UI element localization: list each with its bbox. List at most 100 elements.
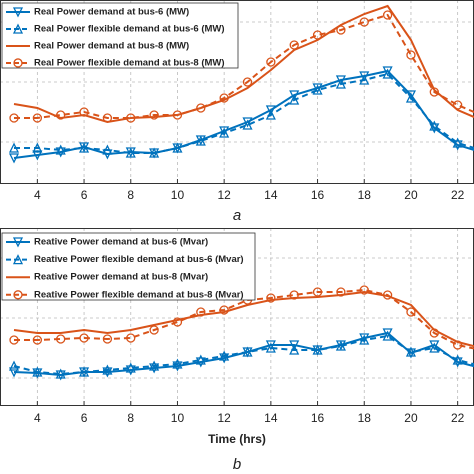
marker	[32, 335, 43, 345]
marker	[266, 293, 276, 303]
marker	[429, 342, 440, 353]
marker	[289, 340, 300, 351]
marker	[55, 147, 66, 158]
marker	[219, 350, 230, 361]
marker	[32, 113, 43, 123]
marker	[125, 362, 136, 373]
series-line	[14, 72, 474, 154]
marker	[359, 333, 370, 344]
marker	[335, 75, 346, 86]
marker	[359, 74, 370, 85]
x-tick-label: 8	[127, 411, 134, 425]
panel-caption: b	[233, 456, 241, 473]
marker	[359, 334, 370, 345]
x-tick-label: 12	[217, 188, 231, 202]
marker	[429, 328, 439, 338]
panel-caption: a	[233, 207, 241, 224]
marker	[265, 105, 276, 116]
marker	[336, 25, 346, 35]
marker	[55, 144, 66, 155]
x-tick-label: 14	[264, 188, 278, 202]
marker	[382, 68, 393, 79]
x-axis-label: Time (hrs)	[208, 432, 266, 446]
legend-label: Reative Power flexible demand at bus-6 (…	[34, 254, 244, 265]
marker	[8, 360, 20, 371]
marker	[8, 153, 20, 164]
marker	[312, 84, 323, 95]
legend-box	[1, 2, 239, 69]
x-tick-label: 20	[404, 411, 418, 425]
x-tick-label: 4	[34, 188, 41, 202]
marker	[102, 113, 113, 123]
marker	[359, 17, 369, 27]
legend-box	[1, 232, 256, 301]
marker	[359, 71, 370, 82]
marker	[172, 317, 183, 327]
marker	[79, 333, 89, 343]
marker	[149, 325, 159, 335]
marker	[149, 147, 160, 158]
marker	[149, 363, 160, 374]
x-tick-label: 18	[358, 411, 372, 425]
marker	[312, 83, 323, 94]
marker	[336, 287, 346, 297]
series-line	[13, 334, 474, 376]
marker	[266, 57, 276, 67]
marker	[125, 147, 136, 158]
marker	[406, 50, 416, 60]
marker	[405, 90, 417, 101]
x-tick-label: 20	[404, 188, 418, 202]
series-line	[13, 4, 474, 124]
marker	[429, 340, 440, 351]
marker	[242, 119, 253, 130]
marker	[219, 353, 230, 364]
x-tick-label: 12	[217, 411, 231, 425]
marker	[289, 90, 300, 101]
marker	[289, 40, 299, 50]
marker	[56, 334, 66, 344]
marker	[429, 87, 439, 97]
marker	[149, 360, 160, 371]
marker	[405, 346, 417, 357]
x-tick-label: 22	[451, 411, 465, 425]
marker	[195, 135, 206, 146]
marker	[102, 334, 113, 344]
marker	[312, 30, 323, 40]
marker	[196, 103, 206, 113]
marker	[126, 333, 136, 343]
marker	[382, 10, 393, 20]
legend-marker	[12, 7, 24, 18]
marker	[219, 93, 229, 103]
x-tick-label: 8	[127, 188, 134, 202]
marker	[102, 144, 113, 155]
marker	[172, 358, 183, 369]
x-tick-label: 22	[451, 188, 465, 202]
marker	[32, 150, 43, 161]
x-tick-label: 18	[358, 188, 372, 202]
marker	[79, 107, 89, 117]
marker	[452, 357, 463, 368]
marker	[9, 335, 19, 345]
legend-label: Real Power demand at bus-8 (MW)	[34, 40, 189, 51]
marker	[452, 137, 463, 148]
marker	[289, 290, 299, 300]
marker	[453, 100, 463, 110]
x-tick-label: 16	[311, 411, 325, 425]
legend-label: Real Power demand at bus-6 (MW)	[34, 7, 189, 18]
marker	[79, 366, 90, 377]
marker	[125, 365, 136, 376]
legend-marker	[12, 23, 24, 34]
marker	[172, 110, 183, 120]
marker	[56, 110, 66, 120]
legend-label: Reative Power demand at bus-8 (Mvar)	[34, 272, 208, 283]
marker	[55, 368, 66, 379]
marker	[9, 113, 19, 123]
marker	[8, 142, 20, 153]
marker	[429, 120, 440, 131]
marker	[102, 367, 113, 378]
legend-label: Real Power flexible demand at bus-8 (MW)	[34, 57, 225, 68]
legend-label: Reative Power flexible demand at bus-8 (…	[34, 289, 244, 300]
x-tick-label: 16	[311, 188, 325, 202]
marker	[335, 340, 346, 351]
